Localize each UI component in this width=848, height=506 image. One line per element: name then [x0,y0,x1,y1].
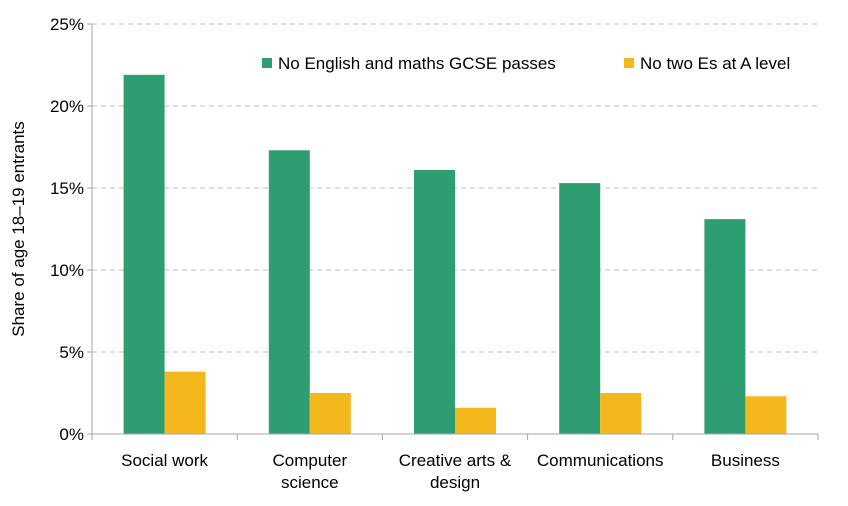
x-tick-label: Communications [537,451,664,470]
bar-alevel-1 [309,393,351,434]
x-tick-label: Computer [272,451,347,470]
bar-alevel-0 [164,371,206,434]
y-axis-title: Share of age 18–19 entrants [9,121,28,337]
legend-label-1: No two Es at A level [640,54,790,73]
bar-alevel-3 [600,393,642,434]
x-tick-label: Social work [121,451,208,470]
legend-label-0: No English and maths GCSE passes [278,54,556,73]
axes: 0% 5% 10% 15% 20% 25% Social work Computer scien… [9,15,819,492]
y-tick-label: 10% [50,261,84,280]
legend-swatch-0 [262,58,272,68]
x-tick-label: science [281,473,339,492]
y-tick-label: 0% [59,425,84,444]
bar-alevel-4 [745,396,787,434]
bar-gcse-0 [123,74,165,434]
bar-gcse-3 [559,183,601,434]
legend: No English and maths GCSE passes No two E… [262,54,790,73]
y-tick-label: 15% [50,179,84,198]
y-tick-label: 25% [50,15,84,34]
legend-swatch-1 [624,58,634,68]
bar-gcse-1 [268,150,310,434]
x-tick-label: Business [711,451,780,470]
bar-alevel-2 [455,407,496,434]
y-tick-label: 20% [50,97,84,116]
y-tick-label: 5% [59,343,84,362]
x-tick-label: design [430,473,480,492]
bars [123,74,787,434]
bar-gcse-2 [414,169,455,434]
bar-gcse-4 [704,219,746,434]
x-tick-label: Creative arts & [399,451,512,470]
